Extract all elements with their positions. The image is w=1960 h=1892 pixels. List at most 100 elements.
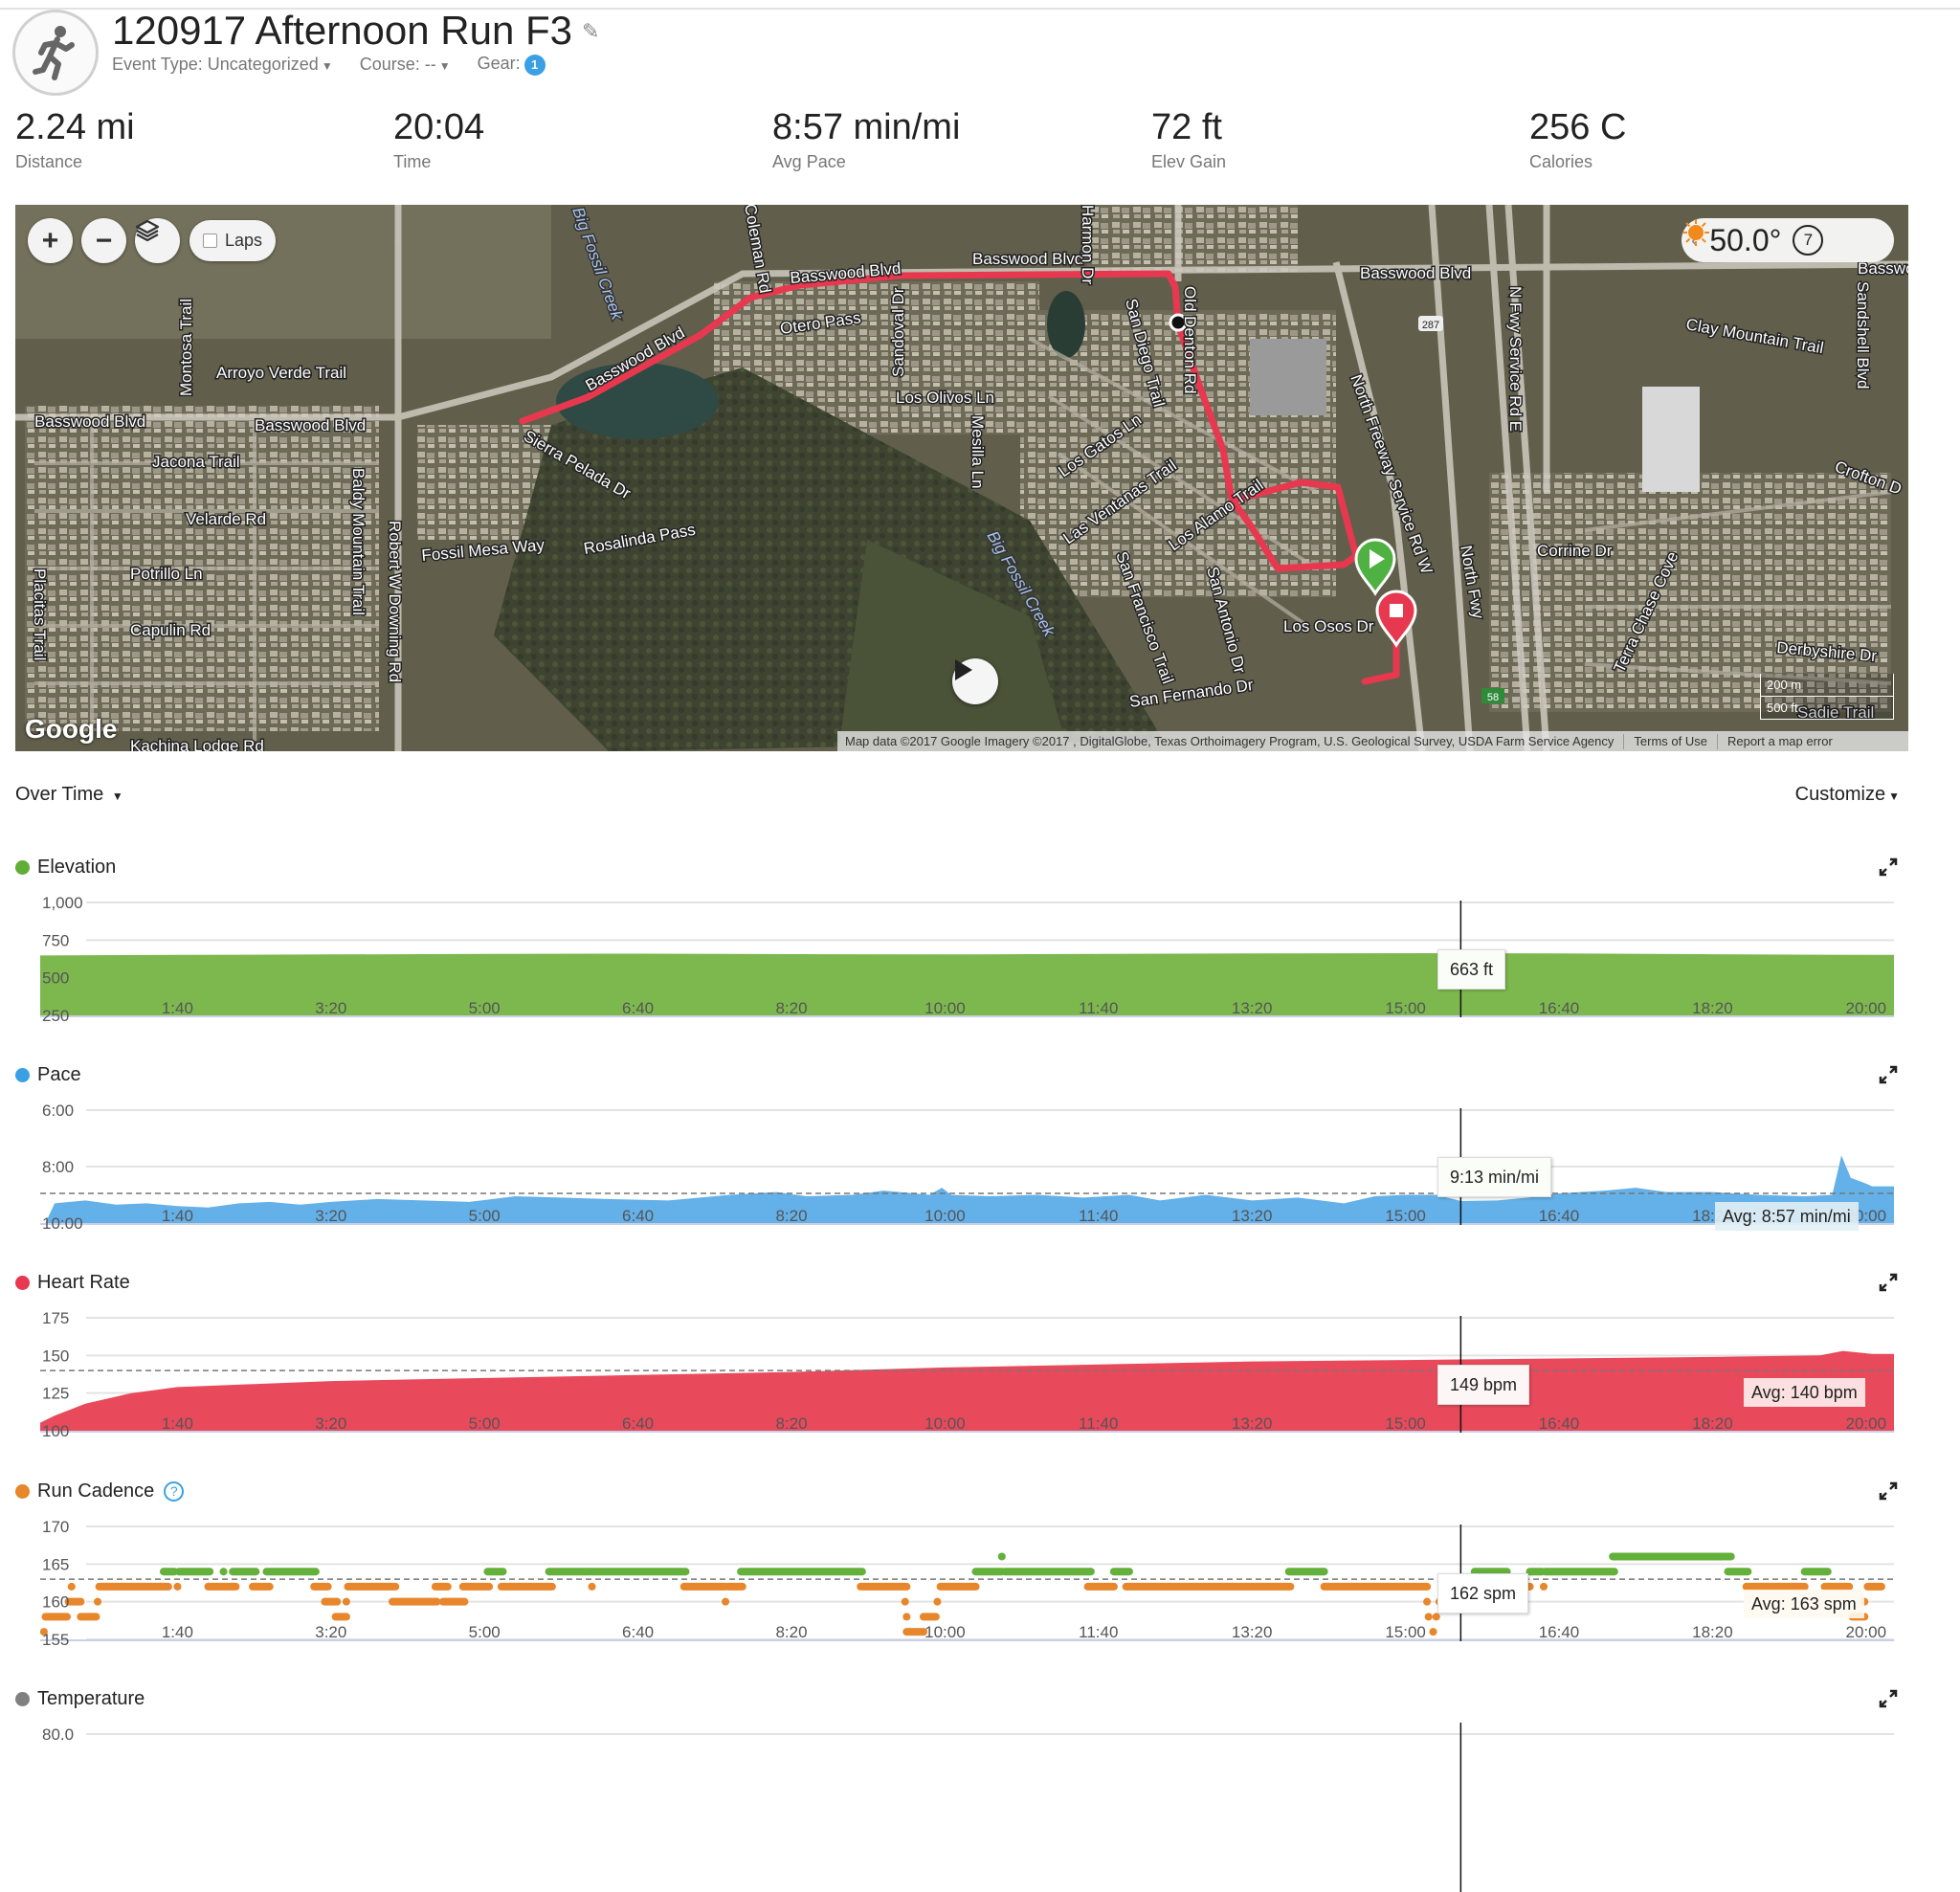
chart-title: Pace (37, 1063, 81, 1085)
event-type-dropdown[interactable]: Event Type: Uncategorized ▼ (112, 55, 333, 75)
gear-selector[interactable]: Gear: 1 (478, 54, 546, 76)
running-icon (33, 26, 75, 80)
x-tick-label: 8:20 (775, 1414, 807, 1433)
stat-label: Distance (15, 152, 83, 171)
caret-down-icon: ▼ (111, 790, 123, 803)
temperature-chart[interactable]: 80.0 (0, 1699, 1960, 1892)
x-tick-label: 18:20 (1692, 1414, 1733, 1433)
help-icon[interactable]: ? (164, 1480, 185, 1502)
temperature-legend-dot (15, 1691, 30, 1706)
stat-value: 20:04 (393, 107, 485, 147)
event-type-label: Event Type: Uncategorized (112, 54, 319, 74)
course-label: Course: -- (359, 54, 436, 74)
expand-icon[interactable] (1878, 1272, 1899, 1293)
x-tick-label: 5:00 (469, 1623, 501, 1641)
map-attribution-bar: Map data ©2017 Google Imagery ©2017 , Di… (837, 731, 1908, 751)
run-cadence-chart[interactable]: 1:40 3:20 5:00 6:40 8:20 10:00 11:40 13:20 15:00… (0, 1491, 1960, 1684)
laps-checkbox[interactable] (203, 234, 217, 248)
x-tick-label: 8:20 (775, 1623, 807, 1641)
stat-avg-pace: 8:57 min/mi Avg Pace (772, 107, 960, 172)
elevation-chart-panel: Elevation 1:40 3:20 5:00 6:40 8:20 10:00 11:40… (0, 853, 1960, 1060)
x-tick-label: 13:20 (1232, 1414, 1273, 1433)
pace-tooltip: 9:13 min/mi (1437, 1157, 1552, 1197)
replay-counter[interactable]: 7 (1793, 225, 1824, 256)
google-logo: Google (25, 714, 118, 744)
top-divider (0, 8, 1960, 10)
y-tick-label: 150 (42, 1347, 69, 1365)
svg-text:Sadie Trail: Sadie Trail (1797, 703, 1874, 722)
pace-chart[interactable]: 1:40 3:20 5:00 6:40 8:20 10:00 11:40 13:20 15:00… (0, 1075, 1960, 1268)
y-tick-label: 165 (42, 1555, 69, 1573)
activity-title[interactable]: 120917 Afternoon Run F3 ✎ (112, 8, 599, 54)
activity-title-text: 120917 Afternoon Run F3 (112, 8, 573, 53)
svg-text:Jacona Trail: Jacona Trail (152, 453, 240, 471)
laps-toggle[interactable]: Laps (189, 220, 276, 261)
zoom-out-button[interactable]: − (81, 218, 126, 263)
replay-count: 7 (1803, 231, 1814, 249)
activity-meta: Event Type: Uncategorized ▼ Course: -- ▼ G… (112, 54, 546, 76)
x-tick-label: 15:00 (1385, 1207, 1426, 1225)
route-map[interactable]: 287 58 Basswood Blvd Basswood Blvd Bassw… (15, 205, 1908, 751)
y-tick-label: 6:00 (42, 1102, 74, 1120)
terms-of-use-link[interactable]: Terms of Use (1634, 734, 1707, 748)
y-tick-label: 100 (42, 1422, 69, 1440)
chart-title: Heart Rate (37, 1271, 130, 1293)
start-marker-icon[interactable] (1354, 538, 1396, 596)
pace-legend-dot (15, 1067, 30, 1082)
plot-area (40, 953, 1894, 1015)
x-tick-label: 15:00 (1385, 999, 1426, 1017)
stat-value: 2.24 mi (15, 107, 135, 147)
caret-down-icon: ▼ (321, 58, 333, 73)
highway-shield-287: 287 (1418, 316, 1443, 331)
weather-widget[interactable]: ‹ 50.0° 7 (1682, 218, 1894, 262)
x-tick-label: 13:20 (1232, 999, 1273, 1017)
x-tick-label: 1:40 (162, 999, 193, 1017)
customize-dropdown[interactable]: Customize ▼ (1795, 784, 1900, 806)
play-icon (955, 659, 972, 680)
svg-text:Potrillo Ln: Potrillo Ln (130, 565, 203, 583)
x-tick-label: 18:20 (1692, 1623, 1733, 1641)
x-tick-label: 5:00 (469, 1207, 501, 1225)
series-area (40, 953, 1894, 1015)
chart-title: Temperature (37, 1687, 145, 1709)
finish-marker-icon[interactable] (1375, 590, 1417, 648)
x-tick-label: 5:00 (469, 1414, 501, 1433)
svg-text:Old Denton Rd: Old Denton Rd (1181, 286, 1199, 393)
heart-rate-chart[interactable]: 1:40 3:20 5:00 6:40 8:20 10:00 11:40 13:20 15:00… (0, 1282, 1960, 1476)
cadence-legend-dot (15, 1483, 30, 1499)
scale-metric: 200 m (1760, 674, 1894, 697)
x-tick-label: 16:40 (1539, 1207, 1580, 1225)
report-map-error-link[interactable]: Report a map error (1726, 734, 1833, 748)
edit-pencil-icon[interactable]: ✎ (582, 19, 600, 43)
x-tick-label: 1:40 (162, 1414, 193, 1433)
x-tick-label: 15:00 (1385, 1623, 1426, 1641)
play-route-button[interactable] (952, 658, 998, 704)
svg-text:Los Osos Dr: Los Osos Dr (1283, 617, 1374, 635)
x-tick-label: 13:20 (1232, 1623, 1273, 1641)
expand-icon[interactable] (1878, 1688, 1899, 1709)
svg-text:Sandoval Dr: Sandoval Dr (889, 287, 907, 377)
expand-icon[interactable] (1878, 857, 1899, 878)
x-tick-label: 3:20 (315, 1623, 346, 1641)
x-tick-label: 16:40 (1539, 1623, 1580, 1641)
zoom-in-button[interactable]: + (28, 218, 73, 263)
svg-text:Placitas Trail: Placitas Trail (31, 568, 49, 660)
over-time-dropdown[interactable]: Over Time ▼ (15, 784, 123, 806)
svg-text:Kachina Lodge Rd: Kachina Lodge Rd (130, 737, 264, 751)
svg-text:Los Olivos Ln: Los Olivos Ln (896, 389, 994, 407)
map-scale: 200 m 500 ft (1760, 674, 1894, 720)
elevation-chart[interactable]: 1:40 3:20 5:00 6:40 8:20 10:00 11:40 13:20 15:00… (0, 867, 1960, 1060)
map-layers-button[interactable] (135, 218, 180, 263)
heart-rate-tooltip: 149 bpm (1437, 1365, 1530, 1405)
expand-icon[interactable] (1878, 1480, 1899, 1502)
gear-count-badge[interactable]: 1 (523, 54, 546, 76)
x-tick-label: 6:40 (622, 1623, 654, 1641)
layers-icon (135, 219, 160, 242)
over-time-label: Over Time (15, 784, 104, 805)
plot-area (40, 1155, 1894, 1223)
x-tick-label: 11:40 (1079, 999, 1118, 1017)
cadence-tooltip: 162 spm (1437, 1573, 1529, 1614)
course-dropdown[interactable]: Course: -- ▼ (360, 55, 451, 75)
expand-icon[interactable] (1878, 1064, 1899, 1085)
y-tick-label: 750 (42, 931, 69, 949)
